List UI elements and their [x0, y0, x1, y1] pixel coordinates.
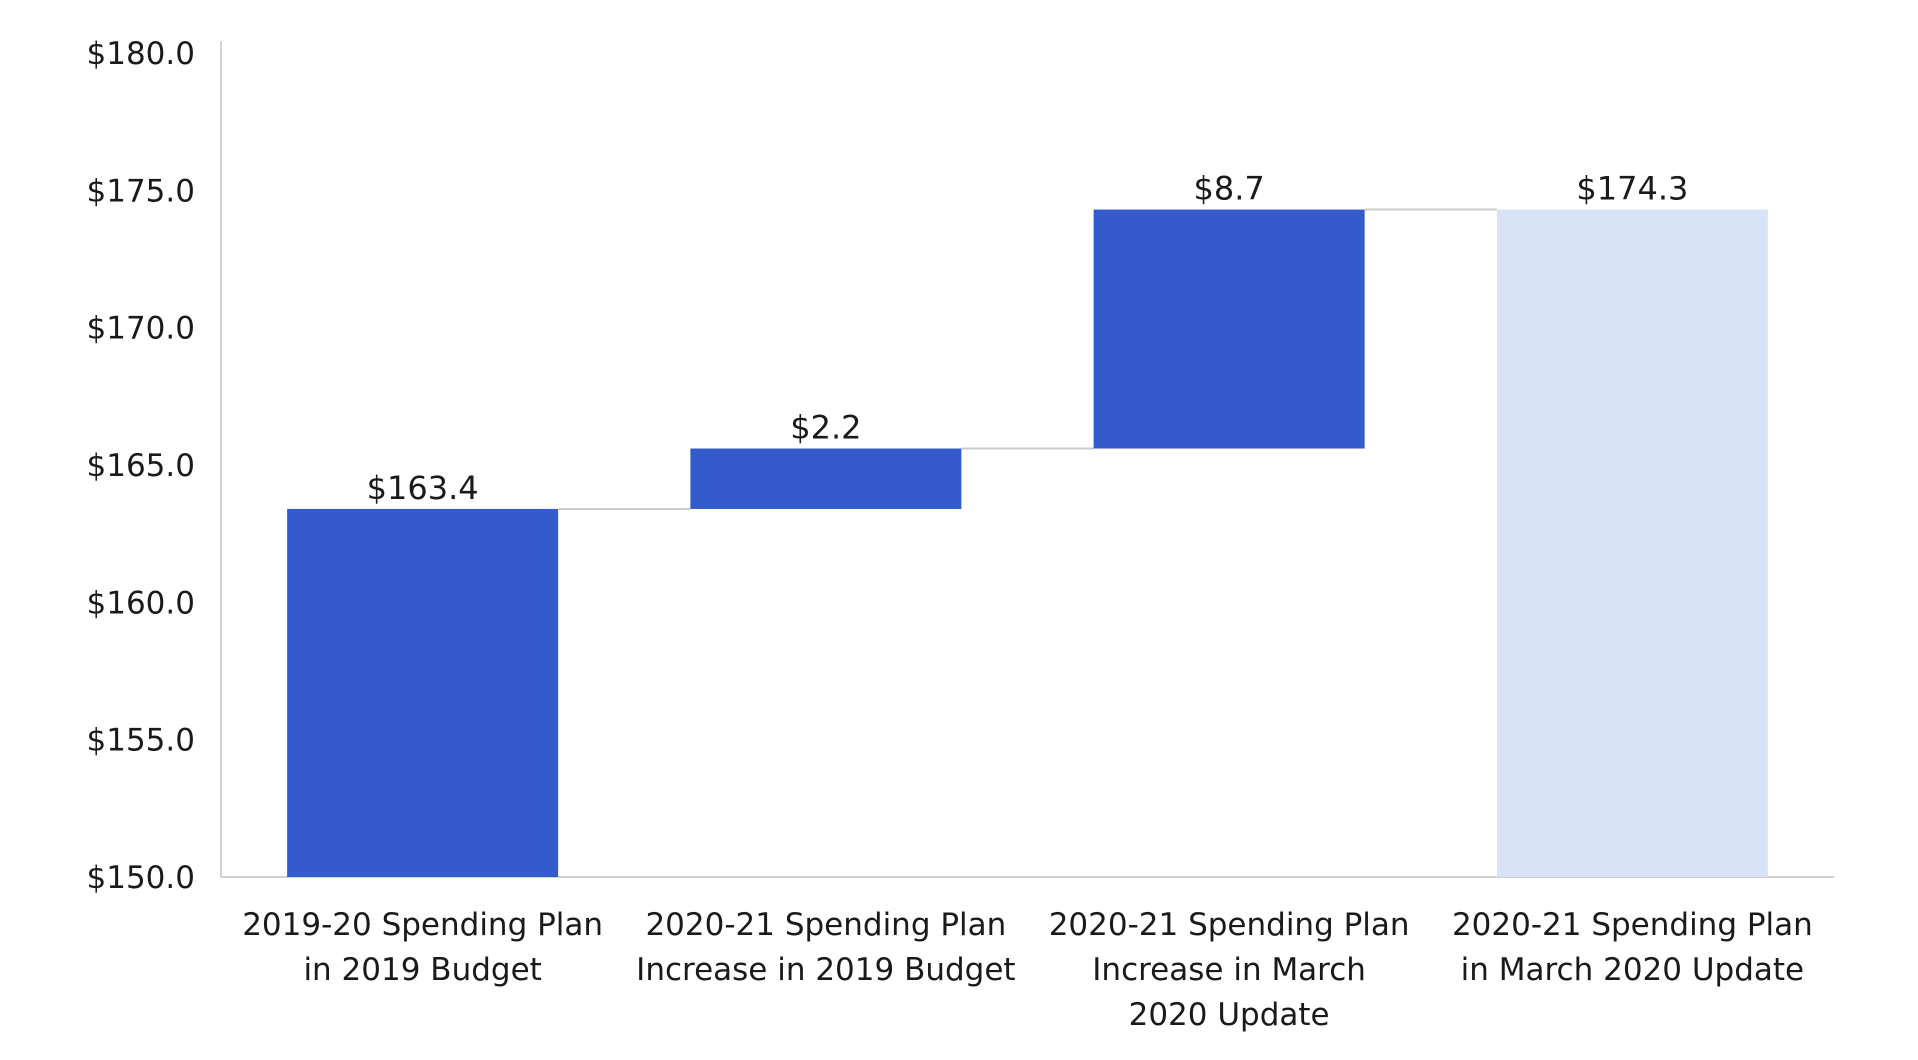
y-tick-label: $160.0	[87, 585, 195, 621]
category-labels: 2019-20 Spending Plan in 2019 Budget 2020-…	[242, 907, 1813, 1033]
category-label-line: 2020 Update	[1129, 997, 1330, 1033]
bar-4	[1496, 209, 1768, 877]
data-labels: $163.4 $2.2 $8.7 $174.3	[367, 170, 1689, 507]
bar-2	[690, 448, 962, 509]
y-tick-label: $165.0	[87, 448, 195, 484]
category-label-line: in 2019 Budget	[303, 952, 541, 988]
data-label-bar-1: $163.4	[367, 469, 479, 507]
data-label-bar-2: $2.2	[790, 409, 861, 447]
category-label-1: 2019-20 Spending Plan in 2019 Budget	[242, 907, 603, 988]
y-tick-label: $180.0	[87, 36, 195, 72]
category-label-line: 2020-21 Spending Plan	[1452, 907, 1813, 943]
y-axis: $150.0 $155.0 $160.0 $165.0 $170.0 $175.0 $180…	[87, 36, 222, 896]
bars	[287, 209, 1768, 877]
category-label-4: 2020-21 Spending Plan in March 2020 Updat…	[1452, 907, 1813, 988]
data-label-bar-3: $8.7	[1194, 170, 1265, 208]
bar-1	[287, 508, 559, 877]
category-label-line: Increase in March	[1092, 952, 1366, 988]
y-tick-label: $155.0	[87, 723, 195, 759]
y-tick-label: $170.0	[87, 311, 195, 347]
category-label-line: 2019-20 Spending Plan	[242, 907, 603, 943]
category-label-line: 2020-21 Spending Plan	[645, 907, 1006, 943]
connector-lines	[558, 208, 1497, 510]
data-label-bar-4: $174.3	[1576, 170, 1688, 208]
category-label-2: 2020-21 Spending Plan Increase in 2019 Bu…	[636, 907, 1015, 988]
bar-3	[1093, 209, 1365, 449]
y-tick-label: $150.0	[87, 860, 195, 896]
y-tick-label: $175.0	[87, 173, 195, 209]
category-label-3: 2020-21 Spending Plan Increase in March 20…	[1049, 907, 1410, 1033]
category-label-line: in March 2020 Update	[1461, 952, 1804, 988]
category-label-line: 2020-21 Spending Plan	[1049, 907, 1410, 943]
category-label-line: Increase in 2019 Budget	[636, 952, 1015, 988]
